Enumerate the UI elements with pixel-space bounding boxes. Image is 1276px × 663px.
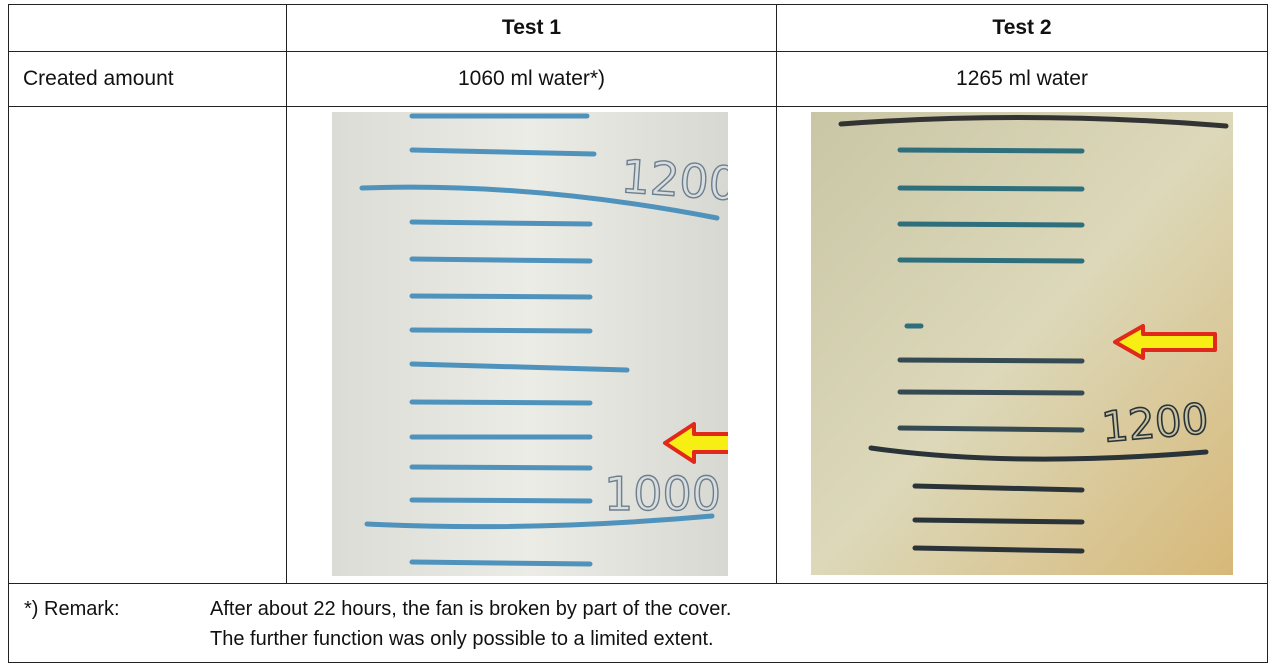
row-value: 1265 ml water — [776, 51, 1268, 107]
photo-label-cell — [8, 106, 287, 584]
scale-number: 1200 — [1100, 394, 1211, 452]
scale-number: 1000 — [604, 467, 721, 521]
page: Test results html, body { margin: 0; pad… — [0, 0, 1276, 663]
remark-line: The further function was only possible t… — [210, 628, 714, 651]
column-header: Test 1 — [286, 4, 777, 52]
photo-test-2: 1200 — [811, 112, 1233, 575]
document: {"table": { "columns": ["Test 1", "Test … — [0, 0, 1276, 663]
scale-number: 1200 — [619, 149, 728, 211]
header-empty-cell — [8, 4, 287, 52]
row-value: 1060 ml water*) — [286, 51, 777, 107]
row-label: Created amount — [8, 51, 287, 107]
remark-label: *) Remark: — [24, 598, 120, 621]
remark-cell — [8, 583, 1268, 663]
column-header: Test 2 — [776, 4, 1268, 52]
remark-line: After about 22 hours, the fan is broken … — [210, 598, 731, 621]
photo-test-1: 1200 1000 — [332, 112, 728, 576]
